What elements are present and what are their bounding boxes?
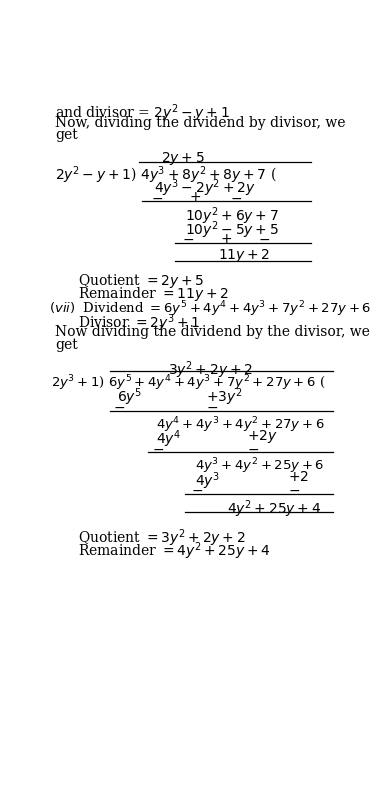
Text: $+$: $+$ xyxy=(189,191,201,204)
Text: $4y^2 + 25y + 4$: $4y^2 + 25y + 4$ xyxy=(227,499,321,520)
Text: $(vii)$  Dividend $= 6y^5 + 4y^4 + 4y^3 + 7y^2 + 27y + 6$: $(vii)$ Dividend $= 6y^5 + 4y^4 + 4y^3 +… xyxy=(49,299,371,318)
Text: $+ 2y$: $+ 2y$ xyxy=(247,429,278,445)
Text: Remainder $= 4y^2 + 25y + 4$: Remainder $= 4y^2 + 25y + 4$ xyxy=(79,541,271,563)
Text: Quotient $= 2y + 5$: Quotient $= 2y + 5$ xyxy=(79,272,205,290)
Text: $-$: $-$ xyxy=(191,483,203,497)
Text: $+$: $+$ xyxy=(220,232,232,246)
Text: $4y^3 + 4y^2 + 25y + 6$: $4y^3 + 4y^2 + 25y + 6$ xyxy=(195,457,324,476)
Text: $+ 3y^2$: $+ 3y^2$ xyxy=(206,387,243,409)
Text: $4y^4 + 4y^3 + 4y^2 + 27y + 6$: $4y^4 + 4y^3 + 4y^2 + 27y + 6$ xyxy=(156,415,325,435)
Text: $6y^5$: $6y^5$ xyxy=(117,387,142,409)
Text: $4y^3$: $4y^3$ xyxy=(195,470,220,492)
Text: $-$: $-$ xyxy=(247,441,260,456)
Text: $2y^3 + 1$) $6y^5 + 4y^4 + 4y^3 + 7y^2 + 27y + 6$ (: $2y^3 + 1$) $6y^5 + 4y^4 + 4y^3 + 7y^2 +… xyxy=(51,373,326,393)
Text: $4y^4$: $4y^4$ xyxy=(156,429,181,450)
Text: $-$: $-$ xyxy=(182,232,194,246)
Text: $2y^2 - y + 1$) $4y^3 + 8y^2 + 8y + 7$ (: $2y^2 - y + 1$) $4y^3 + 8y^2 + 8y + 7$ ( xyxy=(55,164,277,186)
Text: get: get xyxy=(55,338,78,352)
Text: $4y^3 - 2y^2 + 2y$: $4y^3 - 2y^2 + 2y$ xyxy=(154,177,256,199)
Text: $3y^2 + 2y + 2$: $3y^2 + 2y + 2$ xyxy=(168,359,253,381)
Text: $-$: $-$ xyxy=(152,441,164,456)
Text: $2y + 5$: $2y + 5$ xyxy=(161,150,205,167)
Text: $-$: $-$ xyxy=(206,400,218,414)
Text: $11y + 2$: $11y + 2$ xyxy=(218,247,270,264)
Text: $10y^2 - 5y + 5$: $10y^2 - 5y + 5$ xyxy=(185,219,279,240)
Text: Remainder $= 11y + 2$: Remainder $= 11y + 2$ xyxy=(79,285,230,303)
Text: $10y^2 + 6y + 7$: $10y^2 + 6y + 7$ xyxy=(185,206,279,227)
Text: Divisor $= 2y^3 + 1$: Divisor $= 2y^3 + 1$ xyxy=(79,312,201,334)
Text: $-$: $-$ xyxy=(258,232,271,246)
Text: $-$: $-$ xyxy=(150,191,163,204)
Text: Quotient $= 3y^2 + 2y + 2$: Quotient $= 3y^2 + 2y + 2$ xyxy=(79,527,246,549)
Text: $-$: $-$ xyxy=(230,191,242,204)
Text: $-$: $-$ xyxy=(113,400,125,414)
Text: Now, dividing the dividend by divisor, we: Now, dividing the dividend by divisor, w… xyxy=(55,116,346,130)
Text: get: get xyxy=(55,128,78,142)
Text: Now dividing the dividend by the divisor, we: Now dividing the dividend by the divisor… xyxy=(55,326,370,339)
Text: $+ 2$: $+ 2$ xyxy=(288,470,309,484)
Text: $-$: $-$ xyxy=(288,483,300,497)
Text: and divisor = $2y^2 - y + 1$: and divisor = $2y^2 - y + 1$ xyxy=(55,102,230,124)
